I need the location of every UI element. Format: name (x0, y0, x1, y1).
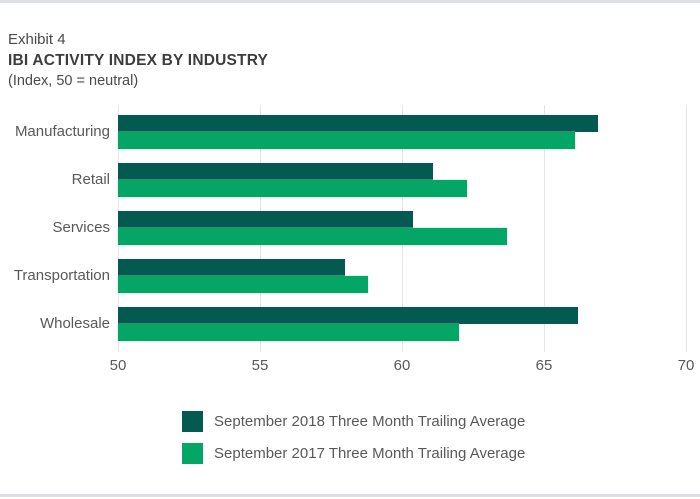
legend-swatch-2018 (182, 411, 203, 432)
bar-2017-services (118, 228, 508, 245)
bar-2017-retail (118, 180, 468, 197)
bar-2018-manufacturing (118, 115, 598, 132)
category-label: Transportation (13, 267, 110, 284)
bottom-border (0, 494, 700, 497)
bar-2017-transportation (118, 276, 368, 293)
legend-item: September 2018 Three Month Trailing Aver… (182, 411, 525, 432)
category-label: Services (52, 219, 110, 236)
gridline (543, 105, 545, 352)
x-axis-tick-label: 50 (109, 357, 127, 374)
bar-2018-retail (118, 163, 434, 180)
gridline (685, 105, 687, 352)
bar-2017-manufacturing (118, 132, 576, 149)
bar-2017-wholesale (118, 324, 459, 341)
x-axis-tick-label: 60 (393, 357, 411, 374)
bar-group (118, 259, 686, 293)
legend-label: September 2017 Three Month Trailing Aver… (214, 445, 526, 462)
bar-group (118, 115, 686, 149)
category-label: Retail (71, 171, 110, 188)
x-axis: 50 55 60 65 70 (110, 356, 695, 376)
legend-label: September 2018 Three Month Trailing Aver… (214, 413, 526, 430)
bar-group (118, 163, 686, 197)
bar-group (118, 211, 686, 245)
bar-2018-wholesale (118, 307, 579, 324)
chart-subtitle: (Index, 50 = neutral) (8, 73, 139, 89)
x-axis-tick-label: 65 (535, 357, 553, 374)
top-border (0, 0, 700, 3)
category-label: Manufacturing (14, 123, 110, 140)
legend: September 2018 Three Month Trailing Aver… (182, 411, 525, 475)
exhibit-label: Exhibit 4 (8, 31, 66, 48)
x-axis-tick-label: 70 (677, 357, 695, 374)
chart-header: Exhibit 4 IBI ACTIVITY INDEX BY INDUSTRY… (8, 29, 268, 91)
plot-area (117, 105, 687, 352)
bar-2018-services (118, 211, 414, 228)
bar-group (118, 307, 686, 341)
category-axis: Manufacturing Retail Services Transportatio… (0, 105, 110, 352)
x-axis-tick-label: 55 (251, 357, 269, 374)
bar-2018-transportation (118, 259, 346, 276)
legend-item: September 2017 Three Month Trailing Aver… (182, 443, 525, 464)
category-label: Wholesale (39, 315, 110, 332)
chart-title: IBI ACTIVITY INDEX BY INDUSTRY (8, 52, 269, 69)
legend-swatch-2017 (182, 443, 203, 464)
